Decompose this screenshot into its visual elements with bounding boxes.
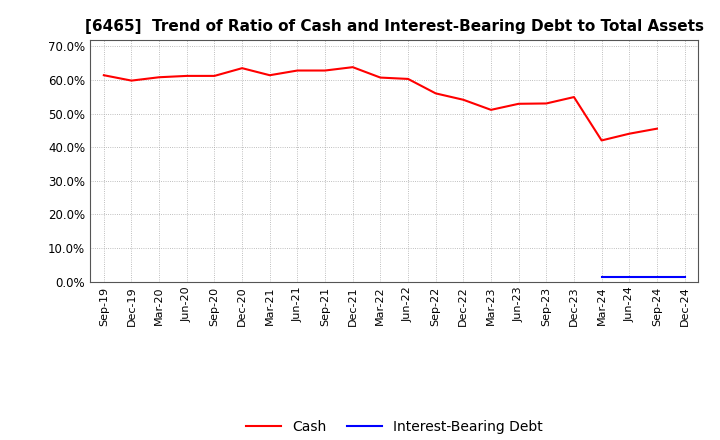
Interest-Bearing Debt <box>652 275 661 280</box>
Cash <box>266 73 274 78</box>
Cash <box>376 75 384 80</box>
Cash <box>542 101 551 106</box>
Cash <box>598 138 606 143</box>
Cash <box>182 73 191 78</box>
Cash <box>570 95 578 100</box>
Cash <box>127 78 136 83</box>
Interest-Bearing Debt <box>625 275 634 280</box>
Cash <box>652 126 661 131</box>
Legend: Cash, Interest-Bearing Debt: Cash, Interest-Bearing Debt <box>240 414 548 440</box>
Cash <box>320 68 329 73</box>
Cash <box>431 91 440 96</box>
Cash <box>99 73 108 78</box>
Cash <box>238 66 246 71</box>
Cash <box>155 75 163 80</box>
Title: [6465]  Trend of Ratio of Cash and Interest-Bearing Debt to Total Assets: [6465] Trend of Ratio of Cash and Intere… <box>85 19 703 34</box>
Cash <box>625 131 634 136</box>
Line: Cash: Cash <box>104 67 657 140</box>
Interest-Bearing Debt <box>598 275 606 280</box>
Cash <box>487 107 495 113</box>
Cash <box>348 65 357 70</box>
Cash <box>210 73 219 78</box>
Cash <box>514 101 523 106</box>
Cash <box>293 68 302 73</box>
Cash <box>459 97 468 103</box>
Cash <box>404 76 413 81</box>
Interest-Bearing Debt <box>680 275 689 280</box>
